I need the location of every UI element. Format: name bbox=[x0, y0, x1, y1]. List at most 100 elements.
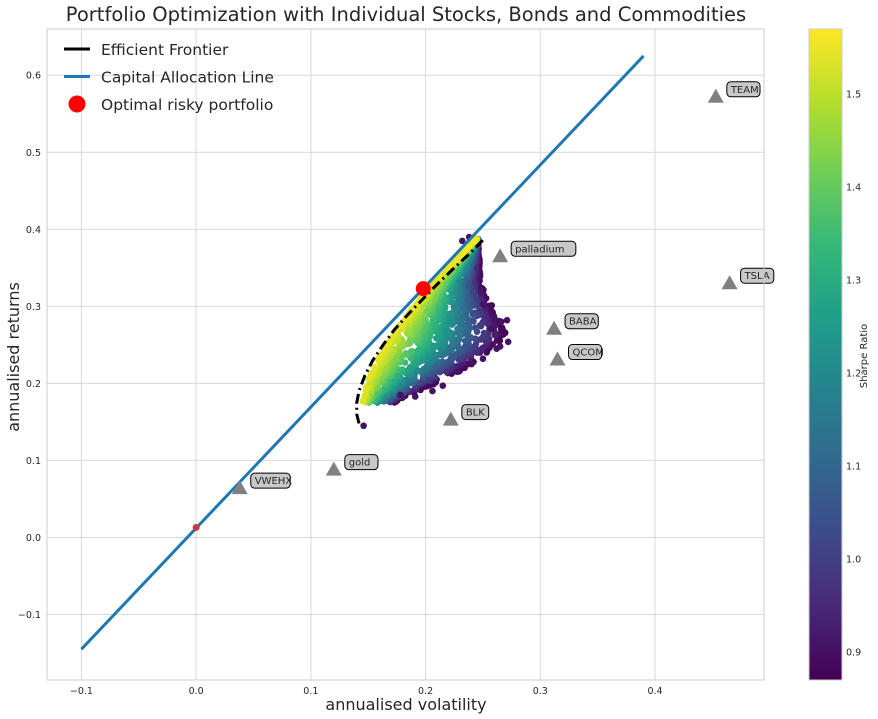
portfolio-point bbox=[359, 397, 367, 405]
portfolio-point bbox=[393, 372, 400, 380]
x-tick-label: 0.0 bbox=[189, 686, 204, 697]
asset-label: TSLA bbox=[744, 271, 770, 282]
simulated-portfolios bbox=[359, 233, 512, 430]
legend-swatch bbox=[68, 95, 86, 113]
asset-marker bbox=[721, 275, 738, 290]
portfolio-point bbox=[461, 337, 469, 345]
asset-label-box bbox=[564, 313, 599, 330]
asset-label: QCOM bbox=[573, 348, 604, 359]
portfolio-point bbox=[503, 316, 511, 324]
asset-marker bbox=[707, 88, 724, 103]
portfolio-point bbox=[453, 362, 460, 370]
colorbar-tick-label: 0.9 bbox=[846, 648, 861, 659]
portfolio-point bbox=[468, 360, 475, 368]
portfolio-point bbox=[365, 375, 372, 383]
colorbar-tick-label: 1.0 bbox=[846, 555, 861, 566]
efficient-frontier-line bbox=[355, 239, 485, 424]
y-tick-label: 0.3 bbox=[26, 302, 41, 313]
optimal-risky-portfolio-marker bbox=[415, 281, 431, 297]
asset-label-box bbox=[344, 454, 379, 471]
legend-label: Efficient Frontier bbox=[101, 41, 229, 59]
asset-marker bbox=[492, 248, 509, 263]
x-tick-label: 0.3 bbox=[533, 686, 548, 697]
risk-free-marker bbox=[192, 523, 200, 531]
portfolio-point bbox=[469, 309, 476, 317]
portfolio-point bbox=[376, 354, 383, 361]
colorbar-label: Sharpe Ratio bbox=[859, 324, 870, 388]
colorbar-tick-label: 1.1 bbox=[846, 462, 861, 473]
portfolio-point bbox=[454, 329, 461, 336]
y-axis-label: annualised returns bbox=[4, 282, 23, 432]
asset-label-box bbox=[510, 240, 577, 257]
x-tick-label: 0.4 bbox=[647, 686, 662, 697]
asset-label: gold bbox=[349, 458, 371, 469]
portfolio-point bbox=[497, 318, 505, 326]
legend: Efficient Frontier Capital Allocation Lin… bbox=[64, 41, 274, 114]
portfolio-point bbox=[371, 363, 378, 371]
x-axis-label: annualised volatility bbox=[325, 695, 486, 714]
portfolio-point bbox=[406, 363, 414, 371]
y-tick-label: 0.1 bbox=[26, 456, 41, 467]
portfolio-point bbox=[450, 303, 458, 311]
asset-label: BLK bbox=[466, 408, 485, 419]
colorbar-tick-label: 1.3 bbox=[846, 276, 861, 287]
y-tick-label: 0.5 bbox=[26, 148, 41, 159]
colorbar-tick-label: 1.2 bbox=[846, 369, 861, 380]
portfolio-point bbox=[504, 338, 512, 346]
portfolio-point bbox=[497, 325, 505, 333]
portfolio-point bbox=[487, 325, 495, 332]
markers bbox=[192, 281, 431, 531]
portfolio-point bbox=[385, 338, 392, 346]
asset-label-box bbox=[461, 404, 490, 421]
portfolio-point bbox=[479, 355, 487, 363]
portfolio-point bbox=[479, 301, 487, 309]
chart-title: Portfolio Optimization with Individual S… bbox=[66, 3, 746, 26]
y-tick-label: 0.6 bbox=[26, 71, 41, 82]
asset-marker bbox=[549, 351, 566, 366]
portfolio-point bbox=[454, 368, 461, 376]
portfolio-point bbox=[397, 391, 404, 399]
legend-label: Optimal risky portfolio bbox=[101, 96, 273, 114]
portfolio-point bbox=[452, 256, 460, 264]
plot-frame bbox=[46, 28, 765, 681]
portfolio-point bbox=[471, 324, 479, 331]
asset-label-box bbox=[250, 472, 291, 489]
portfolio-point bbox=[361, 392, 369, 399]
portfolio-point bbox=[470, 238, 478, 245]
colorbar-gradient bbox=[809, 29, 842, 680]
portfolio-point bbox=[411, 393, 419, 400]
asset-marker bbox=[442, 411, 459, 426]
portfolio-point bbox=[433, 334, 440, 342]
portfolio-point bbox=[493, 337, 501, 344]
x-tick-label: −0.1 bbox=[70, 686, 93, 697]
portfolio-point bbox=[478, 345, 486, 352]
asset-label: BABA bbox=[569, 317, 597, 328]
x-tick-label: 0.2 bbox=[418, 686, 433, 697]
asset-label-box bbox=[568, 344, 603, 361]
portfolio-point bbox=[496, 343, 504, 350]
asset-marker bbox=[546, 320, 563, 335]
portfolio-point bbox=[429, 317, 437, 324]
colorbar: 0.9 1.0 1.1 1.2 1.3 1.4 1.5 bbox=[808, 28, 861, 681]
portfolio-point bbox=[472, 340, 480, 348]
asset-label-box bbox=[740, 267, 775, 284]
lines bbox=[80, 54, 645, 651]
asset-label-box bbox=[726, 81, 761, 98]
colorbar-tick-label: 1.5 bbox=[846, 90, 861, 101]
portfolio-point bbox=[363, 383, 370, 391]
axes: −0.1 0.0 0.1 0.2 0.3 0.4 −0.1 0.0 0.1 0.2 0.3 0.4 0.… bbox=[18, 28, 765, 697]
y-tick-label: 0.2 bbox=[26, 379, 41, 390]
asset-marker bbox=[231, 480, 248, 495]
asset-label: palladium bbox=[515, 244, 564, 255]
colorbar-frame bbox=[808, 28, 843, 681]
y-tick-label: 0.0 bbox=[26, 533, 41, 544]
assets: TEAM TSLA palladium BABA QCOM BLK gold VWEHX bbox=[231, 81, 775, 495]
legend-label: Capital Allocation Line bbox=[101, 69, 274, 87]
portfolio-point bbox=[458, 237, 466, 245]
portfolio-point bbox=[466, 242, 473, 250]
asset-label: VWEHX bbox=[255, 476, 293, 487]
portfolio-point bbox=[439, 382, 447, 390]
y-tick-label: 0.4 bbox=[26, 225, 41, 236]
asset-label: TEAM bbox=[730, 85, 759, 96]
